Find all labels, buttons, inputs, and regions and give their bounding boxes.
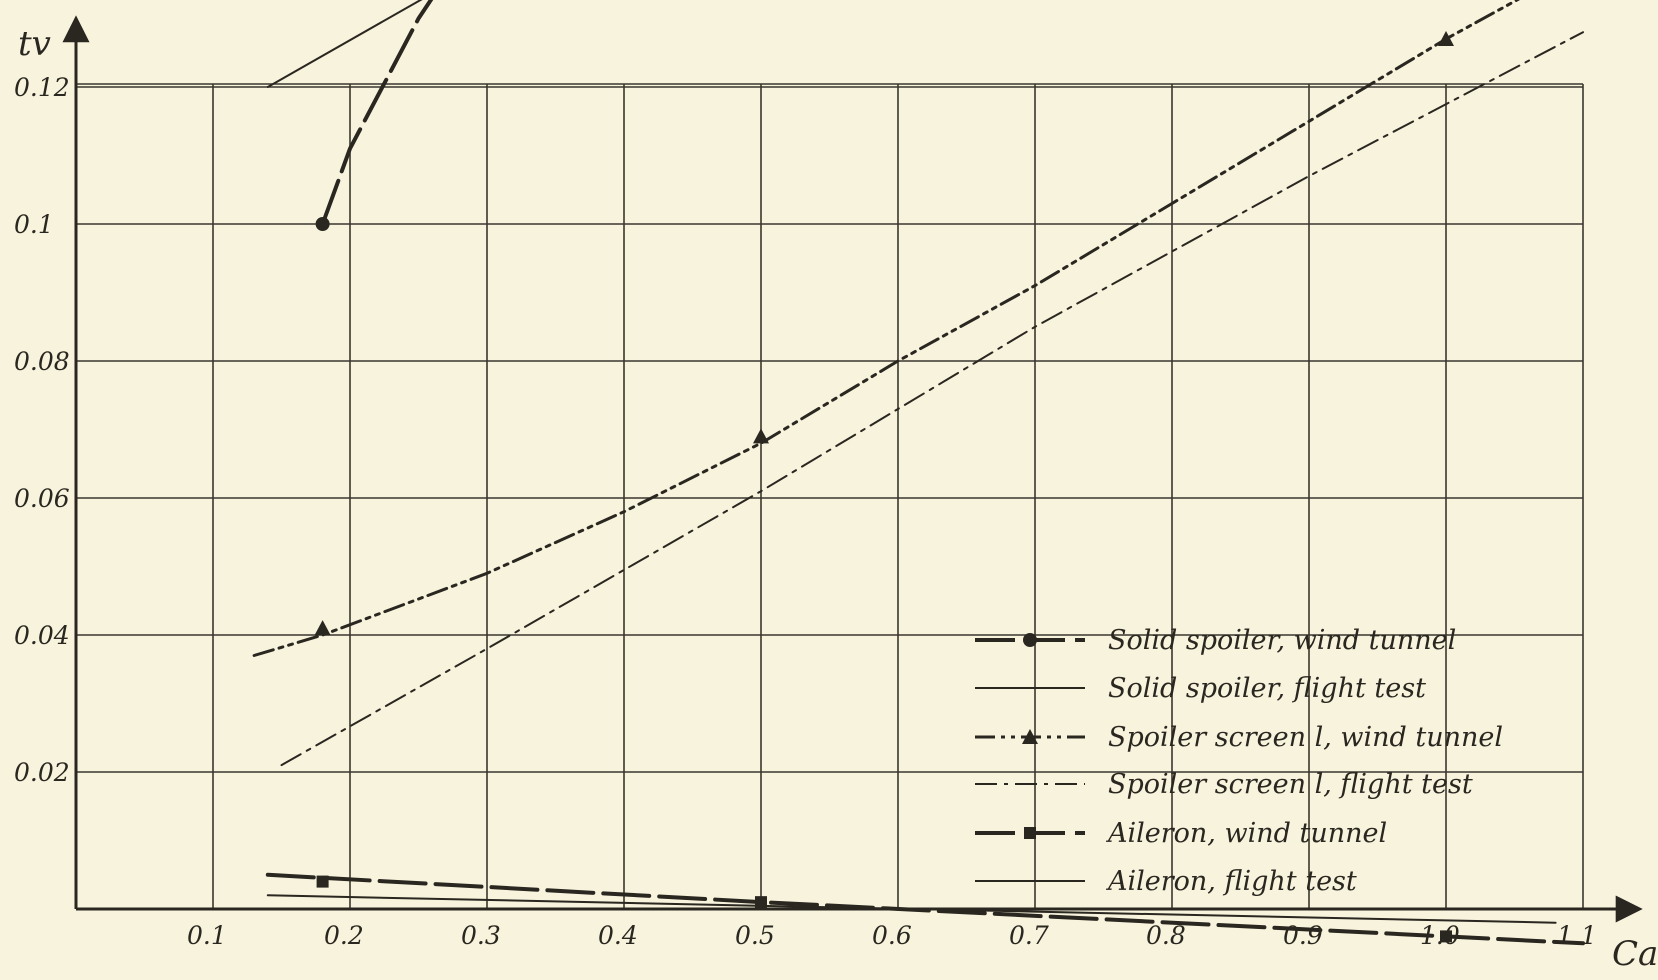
series-spoiler-screen-l-flight-test	[280, 31, 1584, 767]
data-point-solid-spoiler-wind-tunnel	[315, 217, 330, 231]
series-solid-spoiler-wind-tunnel	[315, 0, 434, 231]
x-tick-label: 0.6	[872, 921, 912, 950]
x-tick-label: 0.4	[598, 921, 638, 950]
legend-item-aileron-flight-test: Aileron, flight test	[975, 866, 1357, 897]
grid	[76, 83, 1584, 909]
legend-label: Solid spoiler, flight test	[1108, 673, 1426, 704]
legend-item-solid-spoiler-flight-test: Solid spoiler, flight test	[975, 673, 1426, 704]
y-tick-label: 0.08	[14, 347, 70, 376]
data-point-spoiler-screen-l-wind-tunnel	[314, 620, 331, 636]
series-line-solid-spoiler-flight-test	[266, 0, 423, 88]
series-line-aileron-flight-test	[266, 894, 1557, 924]
x-tick-label: 0.5	[735, 921, 775, 950]
legend-marker	[1023, 633, 1037, 647]
legend-marker	[1024, 827, 1036, 839]
data-point-aileron-wind-tunnel	[316, 875, 329, 888]
series-line-solid-spoiler-wind-tunnel	[320, 0, 434, 226]
series-aileron-flight-test	[266, 894, 1557, 924]
legend-label: Spoiler screen l, flight test	[1108, 769, 1473, 800]
legend-marker	[1022, 729, 1038, 744]
x-tick-label: 0.2	[324, 921, 364, 950]
legend-item-spoiler-screen-l-wind-tunnel: Spoiler screen l, wind tunnel	[975, 722, 1503, 753]
series-line-spoiler-screen-l-wind-tunnel	[252, 0, 1521, 657]
series	[252, 0, 1585, 946]
y-tick-label: 0.04	[14, 621, 70, 650]
series-line-spoiler-screen-l-flight-test	[280, 31, 1584, 767]
data-point-aileron-wind-tunnel	[1440, 930, 1452, 943]
y-tick-label: 0.02	[14, 758, 70, 787]
legend-item-solid-spoiler-wind-tunnel: Solid spoiler, wind tunnel	[975, 625, 1456, 656]
y-axis-title: tv	[18, 24, 51, 64]
legend-label: Aileron, flight test	[1105, 866, 1357, 897]
series-solid-spoiler-flight-test	[266, 0, 423, 88]
y-tick-label: 0.12	[14, 73, 70, 102]
legend-item-aileron-wind-tunnel: Aileron, wind tunnel	[975, 818, 1387, 849]
legend-label: Aileron, wind tunnel	[1105, 818, 1387, 849]
x-tick-label: 1.1	[1557, 921, 1597, 950]
series-line-aileron-wind-tunnel	[265, 872, 1585, 946]
x-tick-label: 0.9	[1283, 921, 1323, 950]
y-tick-label: 0.1	[14, 210, 54, 239]
x-axis-title: Ca	[1612, 934, 1658, 974]
x-tick-label: 0.8	[1146, 921, 1186, 950]
legend-label: Spoiler screen l, wind tunnel	[1108, 722, 1503, 753]
tick-labels: 0.1 0.2 0.3 0.4 0.5 0.6 0.7 0.8 0.9 1.0 1.10.020.0…	[14, 73, 1597, 950]
y-tick-label: 0.06	[14, 484, 70, 513]
axes	[62, 15, 1643, 923]
legend: Solid spoiler, wind tunnel Solid spoiler,…	[975, 625, 1503, 897]
data-point-spoiler-screen-l-wind-tunnel	[1438, 31, 1454, 47]
legend-item-spoiler-screen-l-flight-test: Spoiler screen l, flight test	[975, 769, 1473, 800]
series-spoiler-screen-l-wind-tunnel	[252, 0, 1521, 657]
x-tick-label: 0.1	[187, 921, 227, 950]
x-tick-label: 0.7	[1009, 921, 1049, 950]
legend-label: Solid spoiler, wind tunnel	[1108, 625, 1456, 656]
x-tick-label: 0.3	[461, 921, 501, 950]
data-point-spoiler-screen-l-wind-tunnel	[753, 428, 769, 444]
